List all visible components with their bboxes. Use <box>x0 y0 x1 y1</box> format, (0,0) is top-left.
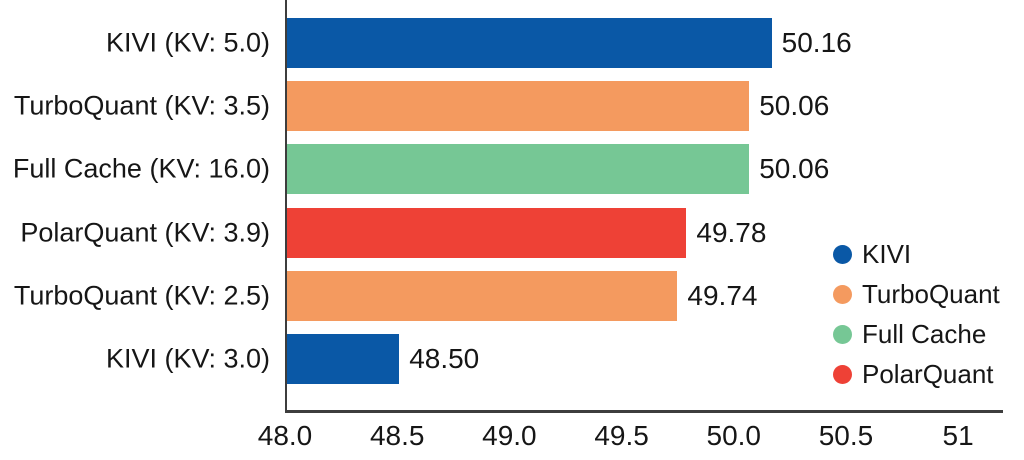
category-label: PolarQuant (KV: 3.9) <box>20 217 270 248</box>
category-label: TurboQuant (KV: 3.5) <box>13 90 270 121</box>
legend-item: KIVI <box>833 234 1000 274</box>
x-tick-label: 48.0 <box>257 420 313 451</box>
legend-item: TurboQuant <box>833 274 1000 314</box>
bar <box>287 207 687 258</box>
bar <box>287 18 772 68</box>
bar-value-label: 50.16 <box>781 27 852 58</box>
bar-value-label: 50.06 <box>759 90 830 122</box>
category-label: Full Cache (KV: 16.0) <box>12 153 270 184</box>
category-label: KIVI (KV: 5.0) <box>105 27 270 58</box>
x-axis: 48.0 48.5 49.0 49.5 50.0 50.5 51 <box>258 413 1024 460</box>
x-tick-label: 50.5 <box>818 420 874 451</box>
legend-label: Full Cache <box>862 318 987 349</box>
bar-value-label: 48.50 <box>409 343 480 374</box>
legend-label: TurboQuant <box>862 278 1000 309</box>
plot-area: 50.16 50.06 50.06 49.78 49.74 48.50 <box>285 0 1003 413</box>
legend-dot-icon <box>833 364 852 384</box>
legend-dot-icon <box>833 284 852 304</box>
bar-value-label: 50.06 <box>759 153 830 185</box>
legend-label: PolarQuant <box>862 358 994 389</box>
legend: KIVI TurboQuant Full Cache PolarQuant <box>833 234 1000 394</box>
legend-item: PolarQuant <box>833 354 1000 394</box>
x-tick-label: 48.5 <box>369 420 425 451</box>
legend-dot-icon <box>833 324 852 344</box>
category-label: TurboQuant (KV: 2.5) <box>13 280 270 311</box>
bar <box>287 144 750 195</box>
legend-label: KIVI <box>862 238 912 269</box>
bar-value-label: 49.78 <box>696 216 767 248</box>
bar <box>287 334 400 384</box>
x-tick-label: 49.0 <box>482 420 537 451</box>
bar <box>287 81 750 132</box>
bar <box>287 270 678 321</box>
legend-item: Full Cache <box>833 314 1000 354</box>
x-tick-label: 51 <box>942 420 974 451</box>
x-tick-label: 50.0 <box>706 420 762 451</box>
x-tick-label: 49.5 <box>594 420 649 451</box>
category-label: KIVI (KV: 3.0) <box>105 343 270 374</box>
bar-value-label: 49.74 <box>687 279 758 311</box>
y-axis-category-labels: KIVI (KV: 5.0) TurboQuant (KV: 3.5) Full C… <box>0 0 285 413</box>
legend-dot-icon <box>833 244 852 264</box>
